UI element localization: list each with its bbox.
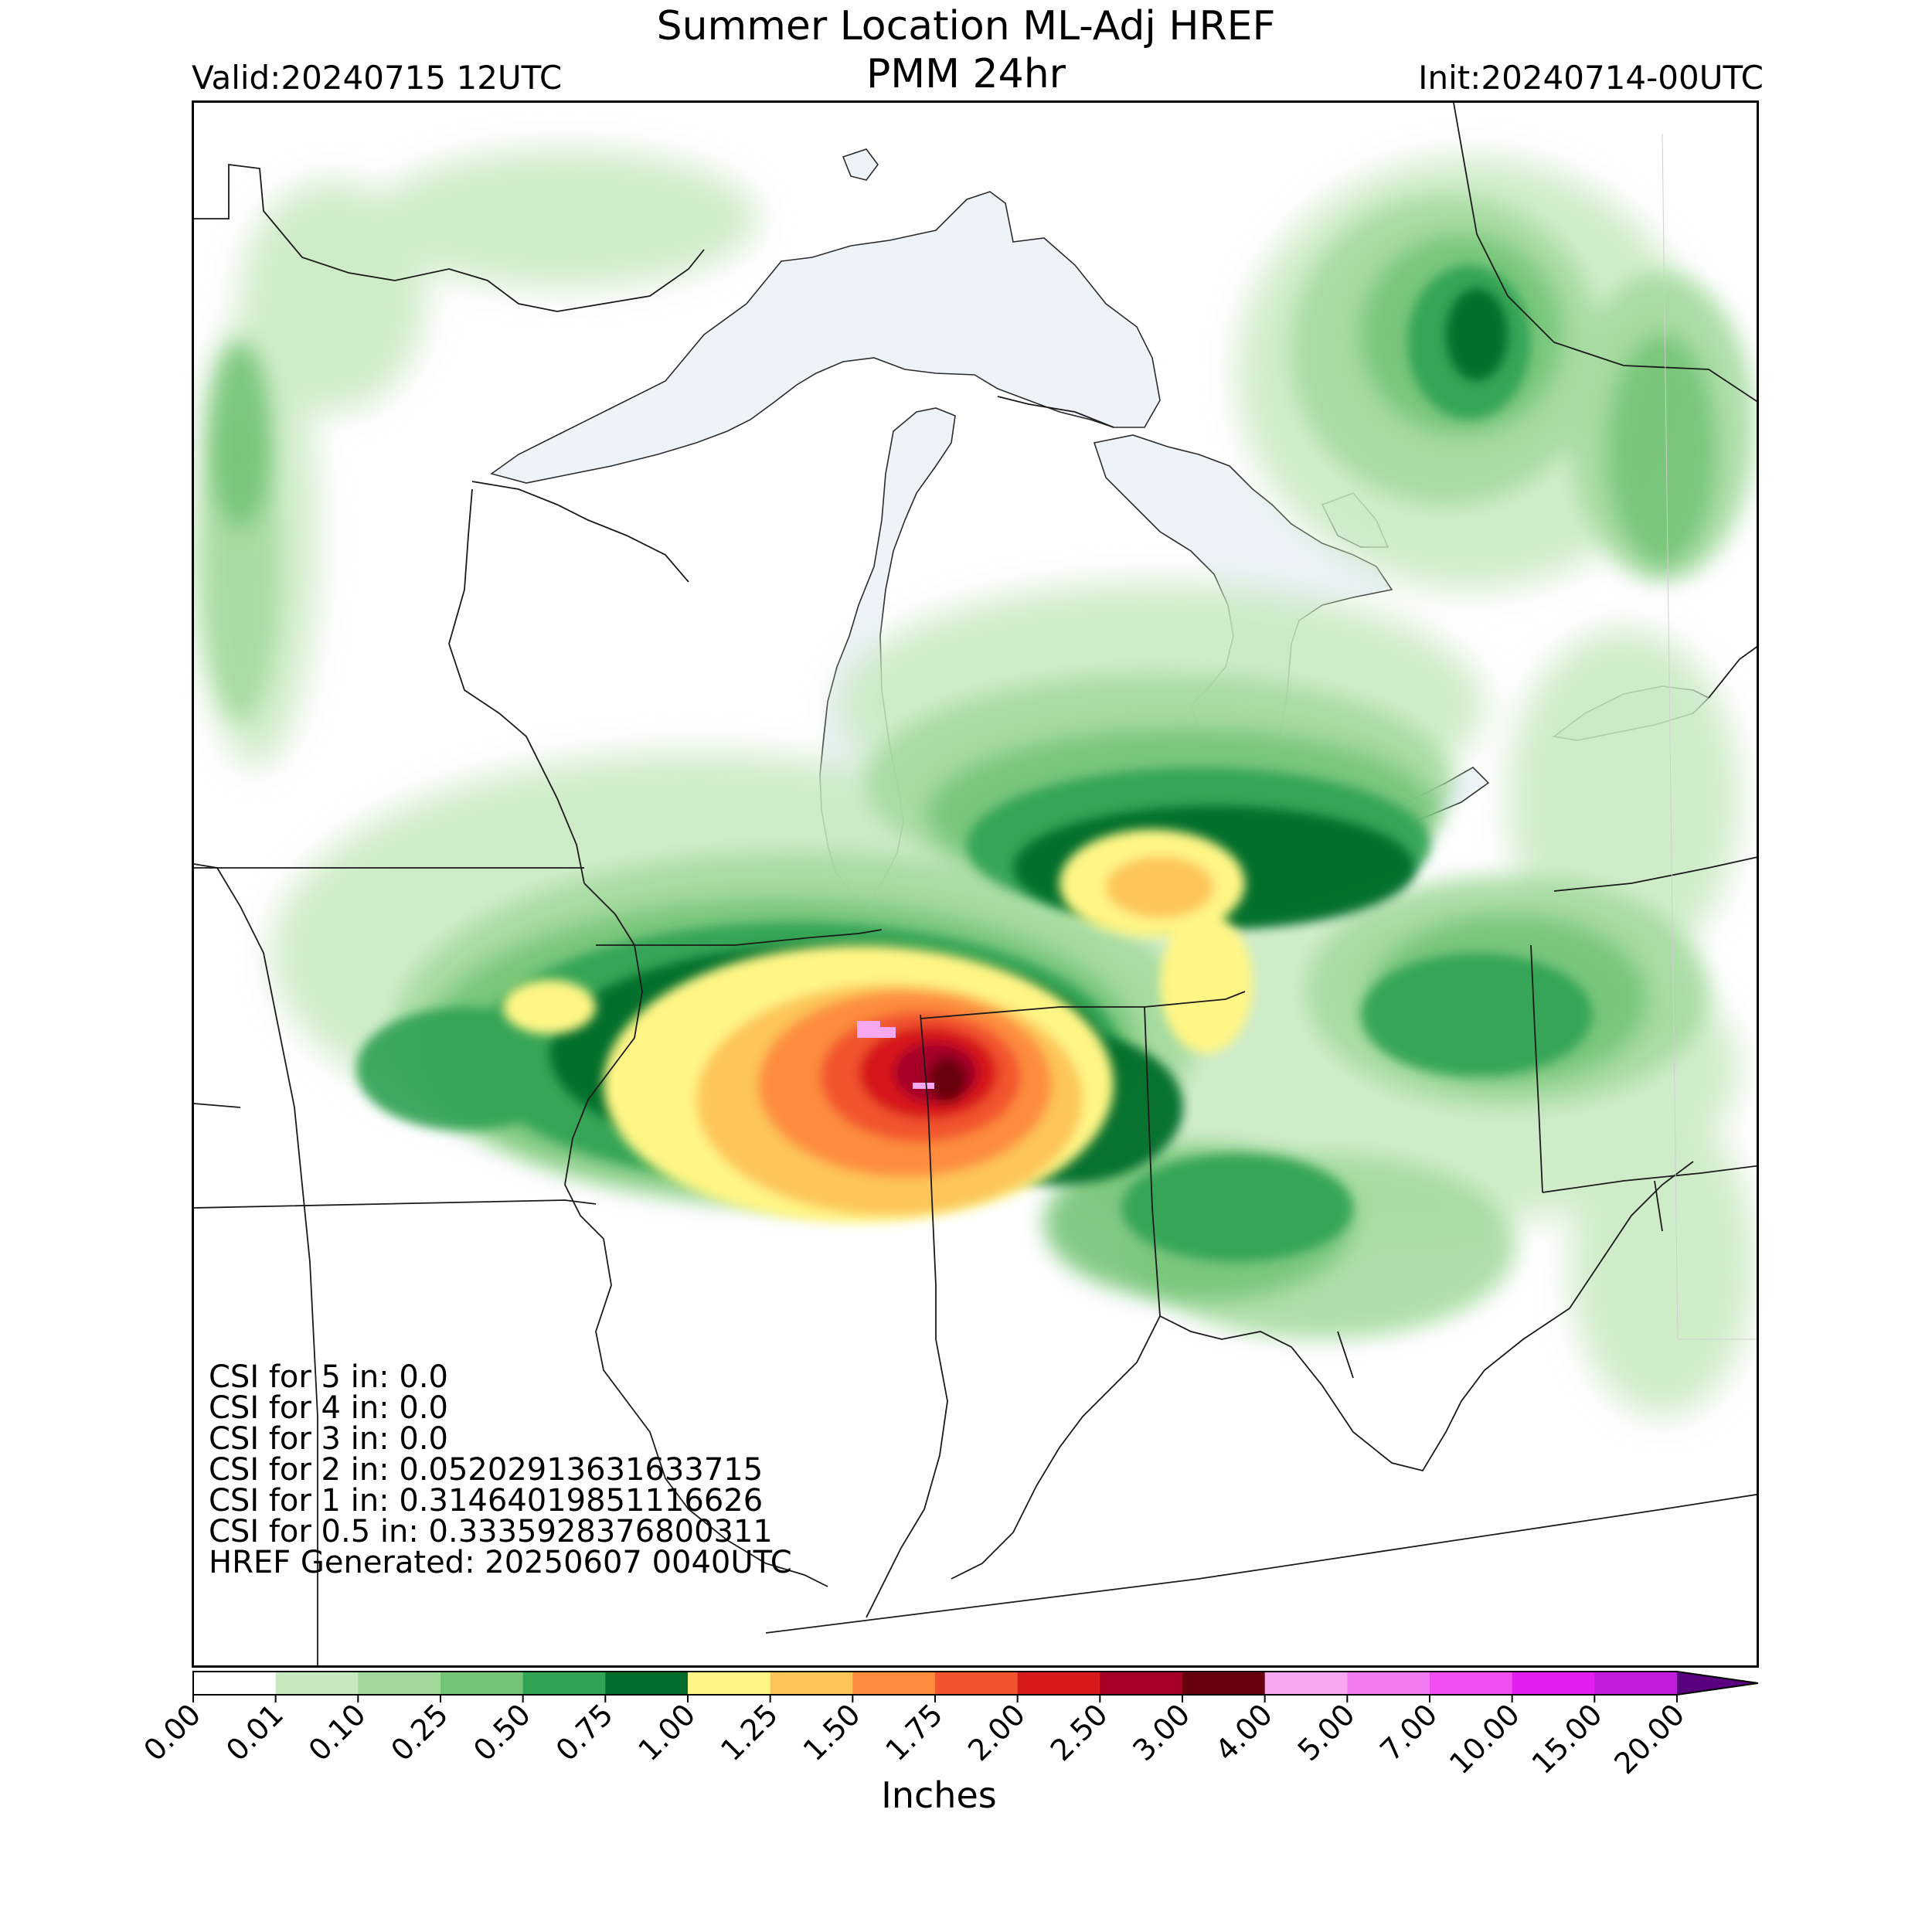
canada-us-border-west (194, 163, 705, 312)
valid-time-label: Valid:20240715 12UTC (192, 59, 563, 97)
colorbar-swatch (605, 1672, 689, 1695)
colorbar-tick-label: 1.75 (879, 1697, 949, 1767)
colorbar-tick-label: 10.00 (1443, 1697, 1526, 1781)
precip-core (503, 829, 1253, 1223)
colorbar-swatch (935, 1672, 1019, 1695)
pa-south-border (1542, 1165, 1757, 1193)
colorbar-swatch (1347, 1672, 1430, 1695)
mn-wi-border (448, 488, 585, 884)
map-subtitle: PMM 24hr (866, 51, 1066, 97)
ia-il-river (564, 883, 643, 1240)
canada-east-border (1453, 103, 1757, 403)
colorbar-tick-label: 20.00 (1607, 1697, 1691, 1781)
pa-ny-border (1553, 856, 1757, 892)
colorbar-swatch (358, 1672, 441, 1695)
domain-edge (1662, 133, 1757, 1340)
ontario-st-lawrence (1708, 646, 1757, 699)
colorbar-tick-label: 1.25 (714, 1697, 784, 1767)
oh-pa-border (1530, 944, 1543, 1193)
colorbar-tick-label: 1.00 (631, 1697, 702, 1767)
csi-stats: CSI for 5 in: 0.0 CSI for 4 in: 0.0 CSI … (209, 1362, 792, 1578)
mo-il-mid (194, 1103, 241, 1108)
colorbar-swatch (1430, 1672, 1513, 1695)
in-oh-border (1144, 1006, 1161, 1317)
map-title: Summer Location ML-Adj HREF (656, 3, 1276, 49)
csi-5in: CSI for 5 in: 0.0 (209, 1359, 448, 1395)
colorbar-outline (192, 1671, 1759, 1696)
mi-in-oh-border (920, 991, 1246, 1019)
colorbar-swatch (1182, 1672, 1266, 1695)
precip-map (194, 103, 1757, 1665)
init-time-label: Init:20240714-00UTC (1418, 59, 1764, 97)
wi-mi-up-border (471, 481, 689, 583)
ky-tn-border (765, 1494, 1757, 1634)
colorbar-swatch (688, 1672, 771, 1695)
colorbar-tick-label: 1.50 (797, 1697, 867, 1767)
lake-nipigon (842, 148, 879, 181)
colorbar-tick-label: 0.01 (219, 1697, 290, 1767)
il-in-border (866, 1014, 948, 1618)
il-southern-river (595, 1238, 828, 1587)
colorbar-swatch (275, 1672, 359, 1695)
csi-1in: CSI for 1 in: 0.31464019851116626 (209, 1483, 764, 1519)
western-border (194, 863, 318, 1665)
colorbar-tick-label: 15.00 (1526, 1697, 1609, 1781)
wi-il-border (596, 929, 883, 946)
precip-peak (857, 1021, 934, 1089)
colorbar-extend-arrow (1677, 1672, 1758, 1695)
colorbar-swatch (193, 1672, 277, 1695)
colorbar-swatch (852, 1672, 936, 1695)
colorbar-tick-label: 0.50 (467, 1697, 537, 1767)
colorbar-tick-label: 0.00 (137, 1697, 207, 1767)
colorbar-tick-label: 3.00 (1126, 1697, 1196, 1767)
csi-0-5in: CSI for 0.5 in: 0.3335928376800311 (209, 1514, 773, 1549)
csi-2in: CSI for 2 in: 0.05202913631633715 (209, 1452, 764, 1488)
colorbar-tick-label: 2.50 (1044, 1697, 1114, 1767)
colorbar-swatch (770, 1672, 853, 1695)
href-generated: HREF Generated: 20250607 0040UTC (209, 1545, 792, 1580)
colorbar-tick-label: 0.75 (549, 1697, 620, 1767)
colorbar-tick-label: 7.00 (1373, 1697, 1444, 1767)
colorbar-swatch (1264, 1672, 1348, 1695)
ky-border-north (1337, 1331, 1354, 1379)
colorbar-swatch (1017, 1672, 1100, 1695)
political-borders (194, 103, 1757, 1665)
wv-arm (1654, 1180, 1663, 1232)
colorbar-tick-label: 0.10 (302, 1697, 372, 1767)
csi-4in: CSI for 4 in: 0.0 (209, 1390, 448, 1426)
map-panel (192, 100, 1759, 1668)
ohio-river-east (1159, 1161, 1694, 1472)
ia-mo-border (194, 1199, 597, 1209)
colorbar-swatch (1100, 1672, 1183, 1695)
ohio-river (951, 1315, 1161, 1580)
colorbar-tick-label: 4.00 (1209, 1697, 1279, 1767)
colorbar-swatch (1594, 1672, 1678, 1695)
colorbar-swatch (1512, 1672, 1595, 1695)
colorbar-swatch (522, 1672, 606, 1695)
lake-superior (490, 191, 1161, 484)
colorbar-tick-label: 5.00 (1291, 1697, 1362, 1767)
colorbar-swatch (440, 1672, 524, 1695)
colorbar-tick-label: 0.25 (384, 1697, 454, 1767)
us-canada-mi (997, 396, 1114, 428)
csi-3in: CSI for 3 in: 0.0 (209, 1421, 448, 1457)
colorbar-tick-label: 2.00 (961, 1697, 1032, 1767)
colorbar-label: Inches (881, 1774, 997, 1816)
